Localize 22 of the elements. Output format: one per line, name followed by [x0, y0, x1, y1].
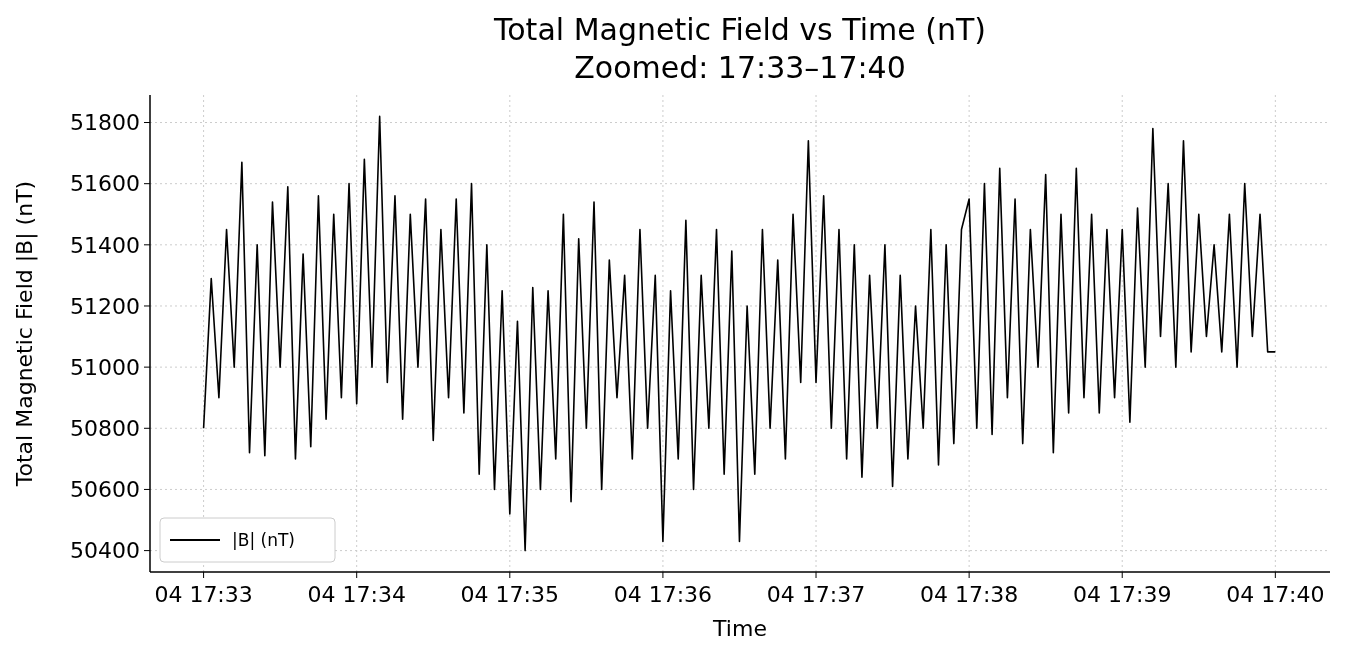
legend-label: |B| (nT)	[232, 529, 295, 550]
x-axis-title: Time	[712, 616, 767, 641]
y-tick-label: 50800	[70, 415, 140, 441]
y-tick-label: 51600	[70, 171, 140, 197]
x-tick-label: 04 17:39	[1073, 582, 1172, 607]
y-tick-label: 51200	[70, 293, 140, 319]
line-series	[202, 115, 1277, 552]
x-tick-label: 04 17:35	[460, 582, 559, 607]
x-tick-label: 04 17:36	[613, 582, 713, 607]
x-tick-label: 04 17:34	[307, 582, 406, 607]
chart-title: Total Magnetic Field vs Time (nT)	[493, 12, 986, 47]
x-tick-label: 04 17:33	[154, 582, 253, 607]
chart-subtitle: Zoomed: 17:33–17:40	[574, 50, 906, 85]
y-tick-label: 50600	[70, 477, 140, 503]
y-tick-label: 51400	[70, 232, 140, 258]
y-tick-label: 51800	[70, 110, 140, 136]
x-tick-label: 04 17:40	[1226, 582, 1325, 607]
x-tick-label: 04 17:38	[919, 582, 1019, 607]
y-tick-label: 50400	[70, 538, 140, 564]
x-tick-label: 04 17:37	[766, 582, 866, 607]
y-axis-title: Total Magnetic Field |B| (nT)	[12, 180, 38, 488]
y-tick-label: 51000	[70, 354, 140, 380]
